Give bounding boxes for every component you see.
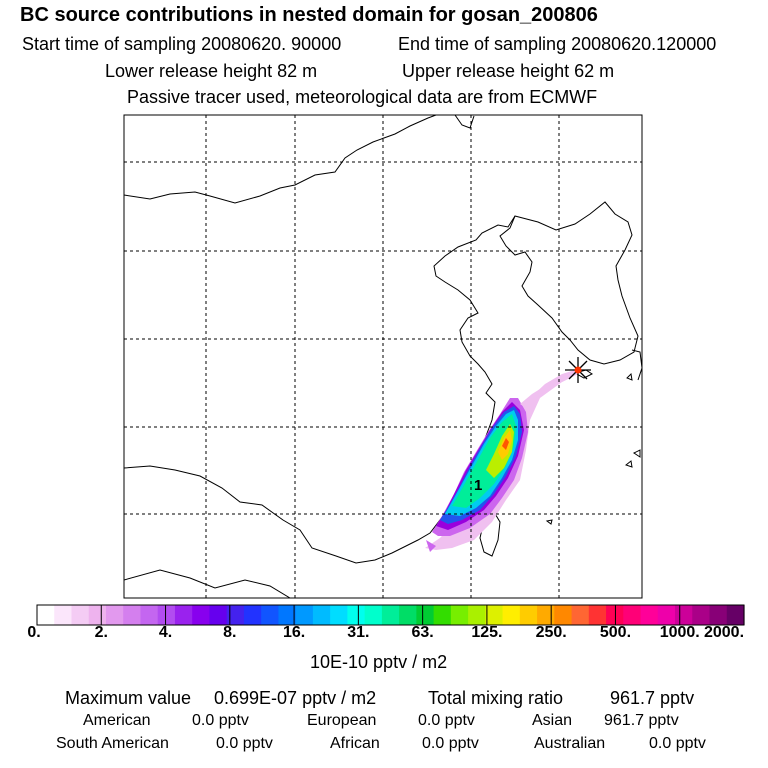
colorbar-swatch — [71, 605, 89, 625]
colorbar-swatch — [382, 605, 400, 625]
total-mixing-ratio-label: Total mixing ratio — [428, 688, 563, 709]
colorbar-swatch — [589, 605, 607, 625]
colorbar-swatch — [623, 605, 641, 625]
colorbar-swatch — [399, 605, 417, 625]
colorbar-tick-label: 0. — [27, 624, 40, 642]
region-name: Australian — [534, 735, 605, 753]
colorbar-swatch — [244, 605, 262, 625]
colorbar-tick-label: 16. — [283, 624, 305, 642]
region-name: American — [83, 712, 151, 730]
colorbar-tick-label: 63. — [412, 624, 434, 642]
colorbar-swatch — [37, 605, 55, 625]
colorbar-tick-label: 8. — [223, 624, 236, 642]
kyushu-coast — [632, 350, 642, 380]
colorbar-swatch — [209, 605, 227, 625]
colorbar-swatch — [261, 605, 279, 625]
colorbar-swatch — [485, 605, 503, 625]
colorbar-swatch — [347, 605, 365, 625]
colorbar-swatch — [416, 605, 434, 625]
colorbar-tick-label: 2. — [95, 624, 108, 642]
colorbar-swatch — [658, 605, 676, 625]
colorbar-units: 10E-10 pptv / m2 — [310, 652, 447, 673]
colorbar-swatch — [451, 605, 469, 625]
colorbar-swatch — [158, 605, 176, 625]
colorbar-swatch — [296, 605, 314, 625]
colorbar-swatch — [89, 605, 107, 625]
colorbar-swatch — [140, 605, 158, 625]
colorbar-tick-label: 2000. — [704, 624, 744, 642]
map-grid — [124, 115, 642, 598]
region-name: Asian — [532, 712, 572, 730]
colorbar-swatch — [330, 605, 348, 625]
colorbar-swatch — [572, 605, 590, 625]
source-marker-label: 1 — [474, 477, 482, 494]
region-value: 0.0 pptv — [422, 735, 479, 753]
region-name: South American — [56, 735, 169, 753]
plume-tail — [520, 372, 574, 408]
colorbar-swatch — [727, 605, 745, 625]
colorbar-swatch — [434, 605, 452, 625]
colorbar-tick-label: 250. — [536, 624, 567, 642]
colorbar-tick-label: 500. — [600, 624, 631, 642]
colorbar-swatch — [675, 605, 693, 625]
colorbar-swatch — [537, 605, 555, 625]
colorbar-swatch — [175, 605, 193, 625]
colorbar-swatch — [365, 605, 383, 625]
region-name: African — [330, 735, 380, 753]
colorbar-tick-label: 125. — [471, 624, 502, 642]
region-value: 0.0 pptv — [418, 712, 475, 730]
colorbar-swatch — [641, 605, 659, 625]
max-value: 0.699E-07 pptv / m2 — [214, 688, 376, 709]
region-value: 0.0 pptv — [216, 735, 273, 753]
mongolia-border — [124, 115, 436, 203]
colorbar-swatch — [468, 605, 486, 625]
colorbar-swatch — [54, 605, 72, 625]
colorbar — [37, 605, 745, 625]
colorbar-swatch — [106, 605, 124, 625]
colorbar-swatch — [313, 605, 331, 625]
receptor-star-icon — [565, 357, 591, 383]
colorbar-tick-label: 1000. — [660, 624, 700, 642]
colorbar-swatch — [278, 605, 296, 625]
colorbar-swatch — [503, 605, 521, 625]
colorbar-swatch — [192, 605, 210, 625]
region-value: 961.7 pptv — [604, 712, 679, 730]
colorbar-swatch — [123, 605, 141, 625]
region-name: European — [307, 712, 376, 730]
colorbar-tick-label: 31. — [347, 624, 369, 642]
colorbar-swatch — [520, 605, 538, 625]
coastline-korea — [500, 202, 638, 364]
colorbar-tick-label: 4. — [159, 624, 172, 642]
colorbar-swatch — [692, 605, 710, 625]
plume — [425, 370, 578, 552]
max-value-label: Maximum value — [65, 688, 191, 709]
total-mixing-ratio-value: 961.7 pptv — [610, 688, 694, 709]
region-value: 0.0 pptv — [192, 712, 249, 730]
colorbar-swatch — [554, 605, 572, 625]
region-value: 0.0 pptv — [649, 735, 706, 753]
colorbar-swatch — [710, 605, 728, 625]
